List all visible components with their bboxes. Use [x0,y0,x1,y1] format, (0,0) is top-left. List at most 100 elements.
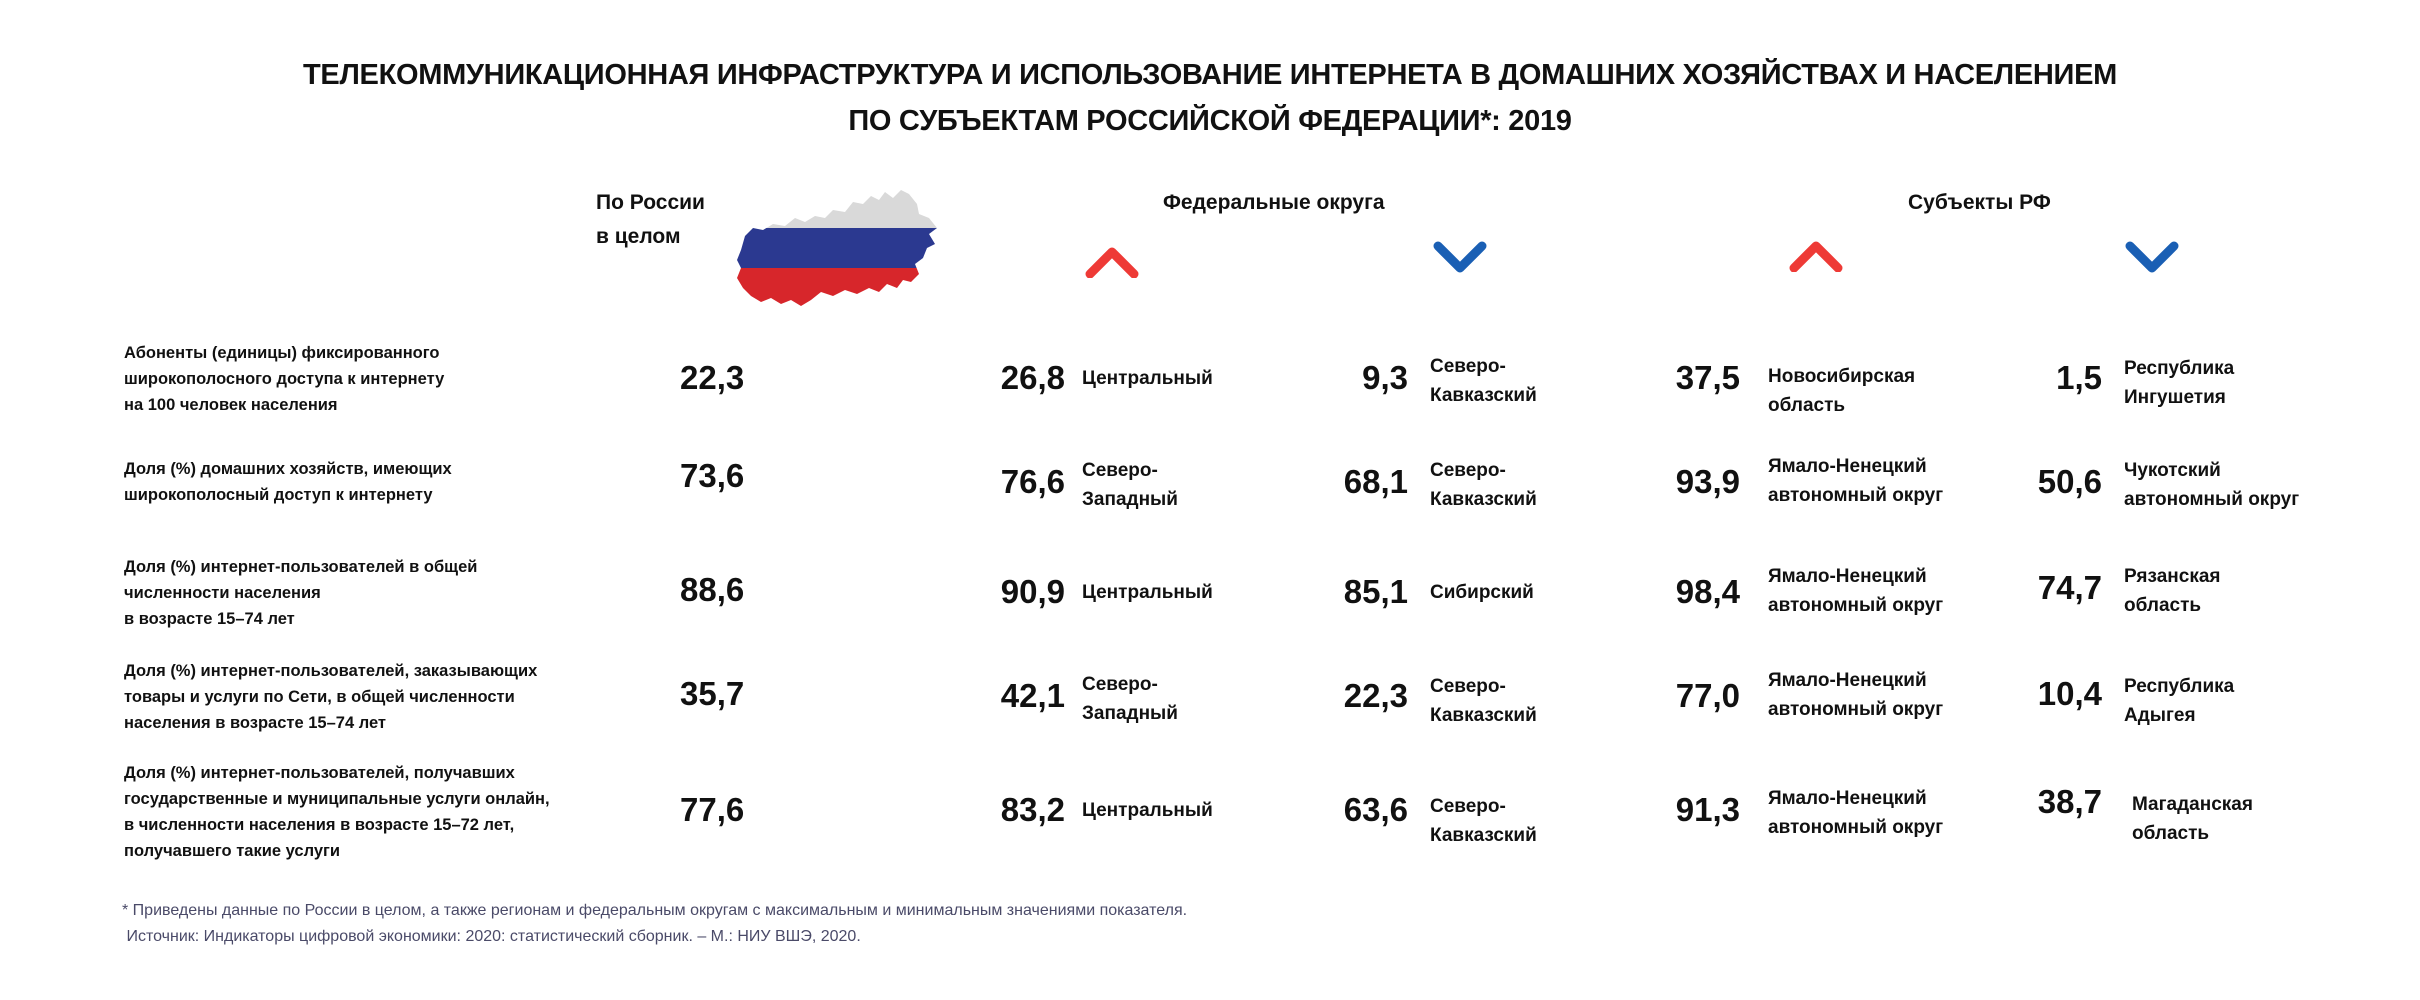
row-label: Абоненты (единицы) фиксированного широко… [124,340,594,418]
fd-max-name: Центральный [1082,364,1322,393]
row-label-line: Доля (%) интернет-пользователей, заказыв… [124,662,538,680]
fd-max-name-line: Северо- [1082,460,1158,481]
row-label-line: широкополосного доступа к интернету [124,370,445,388]
subj-max-name-line: Новосибирская [1768,366,1916,387]
row-label-line: Доля (%) интернет-пользователей в общей [124,558,478,576]
fd-min-value: 22,3 [1343,677,1408,714]
fd-min-name-line: Северо- [1430,676,1506,697]
subj-min-value: 1,5 [2056,359,2102,396]
row-label: Доля (%) домашних хозяйств, имеющих широ… [124,456,594,508]
subj-max-value: 77,0 [1675,677,1740,714]
fd-max-value: 26,8 [1000,359,1065,396]
row-label-line: Доля (%) интернет-пользователей, получав… [124,764,515,782]
subj-min-name-line: Ингушетия [2124,387,2226,408]
header-russia-line-2: в целом [596,225,681,248]
row-label-line: в численности населения в возрасте 15–72… [124,816,515,834]
subj-min-name-line: Чукотский [2124,460,2221,481]
fd-min-name: Северо- Кавказский [1430,672,1670,730]
chevron-up-icon [1789,241,1843,272]
subj-min-name: Магаданская область [2132,790,2372,848]
row-label-line: на 100 человек населения [124,396,338,414]
fd-min-name-line: Сибирский [1430,582,1534,603]
subj-max-name-line: Ямало-Ненецкий [1768,566,1927,587]
fd-max-name-line: Западный [1082,703,1178,724]
fd-max-value: 90,9 [1000,573,1065,610]
fd-min-name-line: Северо- [1430,796,1506,817]
fd-max-name: Центральный [1082,796,1322,825]
fd-min-name: Северо- Кавказский [1430,456,1670,514]
fd-max-value: 42,1 [1000,677,1065,714]
title-line-2: ПО СУБЪЕКТАМ РОССИЙСКОЙ ФЕДЕРАЦИИ*: 2019 [848,105,1572,137]
row-label-line: населения в возрасте 15–74 лет [124,714,387,732]
fd-min-name-line: Кавказский [1430,385,1537,406]
footnote-line-2: Источник: Индикаторы цифровой экономики:… [122,928,861,945]
fd-min-value: 85,1 [1343,573,1408,610]
subj-min-value: 38,7 [2037,783,2102,820]
footnote-line-1: * Приведены данные по России в целом, а … [122,902,1188,919]
row-label: Доля (%) интернет-пользователей, заказыв… [124,658,594,736]
fd-min-name-line: Кавказский [1430,825,1537,846]
subj-min-name-line: область [2124,595,2202,616]
subj-max-name: Ямало-Ненецкий автономный округ [1768,452,2008,510]
subj-max-name-line: область [1768,395,1846,416]
subj-max-name: Ямало-Ненецкий автономный округ [1768,784,2008,842]
fd-min-name-line: Кавказский [1430,705,1537,726]
row-label-line: Абоненты (единицы) фиксированного [124,344,440,362]
row-label-line: получавшего такие услуги [124,842,341,860]
subj-max-name: Ямало-Ненецкий автономный округ [1768,562,2008,620]
row-label-line: товары и услуги по Сети, в общей численн… [124,688,515,706]
fd-max-name-line: Центральный [1082,800,1213,821]
fd-max-value: 76,6 [1000,463,1065,500]
header-federal-districts: Федеральные округа [1163,191,1385,214]
fd-min-name-line: Северо- [1430,356,1506,377]
fd-min-name-line: Кавказский [1430,489,1537,510]
subj-min-name: Рязанская область [2124,562,2364,620]
subj-max-value: 98,4 [1675,573,1740,610]
subj-max-name-line: автономный округ [1768,595,1944,616]
row-label: Доля (%) интернет-пользователей в общей … [124,554,594,632]
fd-min-name-line: Северо- [1430,460,1506,481]
chevron-down-icon [2125,241,2179,273]
subj-min-name: Республика Адыгея [2124,672,2364,730]
chevron-down-icon [1433,241,1487,273]
subj-max-value: 37,5 [1675,359,1740,396]
row-label-line: Доля (%) домашних хозяйств, имеющих [124,460,452,478]
footnote: * Приведены данные по России в целом, а … [122,898,1187,950]
row-label-line: государственные и муниципальные услуги о… [124,790,550,808]
subj-min-value: 74,7 [2037,569,2102,606]
fd-min-value: 63,6 [1343,791,1408,828]
subj-max-name-line: автономный округ [1768,699,1944,720]
fd-max-name: Центральный [1082,578,1322,607]
header-russia-line-1: По России [596,191,705,214]
fd-max-name-line: Западный [1082,489,1178,510]
russia-value: 22,3 [680,359,745,396]
fd-min-name: Сибирский [1430,578,1670,607]
subj-max-value: 91,3 [1675,791,1740,828]
russia-value: 77,6 [680,791,745,828]
subj-min-value: 10,4 [2037,675,2102,712]
header-russia: По России в целом [596,186,705,254]
row-label: Доля (%) интернет-пользователей, получав… [124,760,594,864]
subj-max-name-line: Ямало-Ненецкий [1768,456,1927,477]
subj-min-name-line: область [2132,823,2210,844]
fd-min-name: Северо- Кавказский [1430,792,1670,850]
subj-max-name: Новосибирская область [1768,362,2008,420]
subj-max-name-line: автономный округ [1768,817,1944,838]
russia-flag-map-icon [737,190,937,306]
fd-min-name: Северо- Кавказский [1430,352,1670,410]
russia-value: 88,6 [680,571,745,608]
fd-max-name-line: Центральный [1082,582,1213,603]
page-title: ТЕЛЕКОММУНИКАЦИОННАЯ ИНФРАСТРУКТУРА И ИС… [0,52,2420,144]
fd-max-name: Северо- Западный [1082,456,1322,514]
subj-min-name: Республика Ингушетия [2124,354,2364,412]
russia-value: 73,6 [680,457,745,494]
fd-min-value: 9,3 [1362,359,1408,396]
fd-max-name-line: Северо- [1082,674,1158,695]
russia-value: 35,7 [680,675,745,712]
subj-min-name-line: Республика [2124,358,2235,379]
fd-min-value: 68,1 [1343,463,1408,500]
subj-max-name-line: Ямало-Ненецкий [1768,788,1927,809]
subj-max-name-line: Ямало-Ненецкий [1768,670,1927,691]
subj-min-name-line: Республика [2124,676,2235,697]
subj-min-name-line: автономный округ [2124,489,2300,510]
